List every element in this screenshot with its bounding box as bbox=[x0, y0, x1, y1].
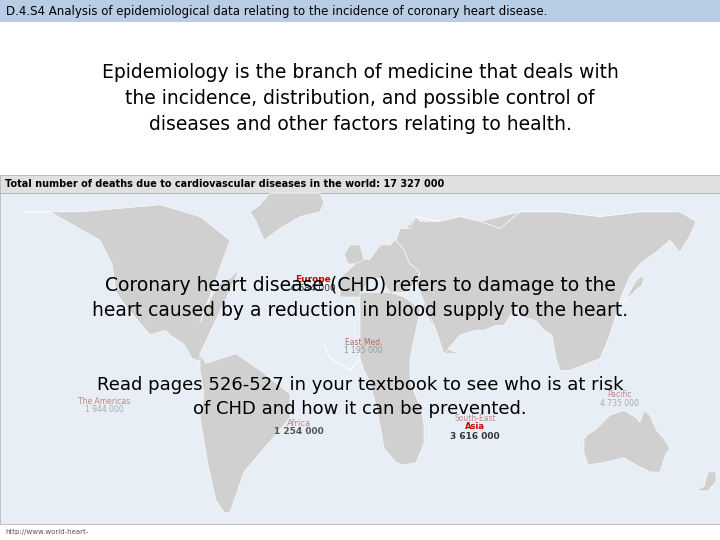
Bar bbox=[0, 193, 720, 524]
Text: East Med.: East Med. bbox=[345, 338, 382, 347]
Text: Europe: Europe bbox=[295, 275, 331, 284]
Polygon shape bbox=[24, 205, 240, 363]
Polygon shape bbox=[200, 354, 290, 512]
Polygon shape bbox=[396, 212, 696, 370]
Text: Asia: Asia bbox=[465, 422, 485, 431]
Polygon shape bbox=[344, 245, 364, 264]
Text: Coronary heart disease (CHD) refers to damage to the
heart caused by a reduction: Coronary heart disease (CHD) refers to d… bbox=[92, 275, 628, 320]
Text: 1 195 000: 1 195 000 bbox=[344, 346, 383, 355]
Text: 1 254 000: 1 254 000 bbox=[274, 428, 324, 436]
Text: The Americas: The Americas bbox=[78, 397, 130, 406]
Text: 4 584 000: 4 584 000 bbox=[290, 285, 336, 294]
Text: Pacific: Pacific bbox=[607, 390, 631, 400]
Text: 4 735 000: 4 735 000 bbox=[600, 400, 639, 408]
Text: Total number of deaths due to cardiovascular diseases in the world: 17 327 000: Total number of deaths due to cardiovasc… bbox=[5, 179, 444, 189]
Polygon shape bbox=[416, 212, 700, 228]
Text: Read pages 526-527 in your textbook to see who is at risk
of CHD and how it can : Read pages 526-527 in your textbook to s… bbox=[96, 376, 624, 418]
Bar bbox=[0, 0, 720, 22]
Text: Epidemiology is the branch of medicine that deals with
the incidence, distributi: Epidemiology is the branch of medicine t… bbox=[102, 63, 618, 134]
Text: South-East: South-East bbox=[454, 414, 496, 423]
Polygon shape bbox=[696, 472, 716, 491]
Bar bbox=[0, 175, 720, 193]
Text: Africa: Africa bbox=[287, 418, 311, 428]
Text: 3 616 000: 3 616 000 bbox=[451, 432, 500, 441]
Bar bbox=[0, 22, 720, 175]
Text: 1 944 000: 1 944 000 bbox=[85, 406, 124, 414]
Polygon shape bbox=[340, 217, 420, 297]
Polygon shape bbox=[584, 410, 670, 472]
Text: D.4.S4 Analysis of epidemiological data relating to the incidence of coronary he: D.4.S4 Analysis of epidemiological data … bbox=[6, 4, 547, 17]
Polygon shape bbox=[250, 193, 324, 240]
Polygon shape bbox=[324, 292, 460, 465]
Text: http://www.world-heart-: http://www.world-heart- bbox=[5, 529, 89, 535]
Polygon shape bbox=[620, 276, 644, 307]
